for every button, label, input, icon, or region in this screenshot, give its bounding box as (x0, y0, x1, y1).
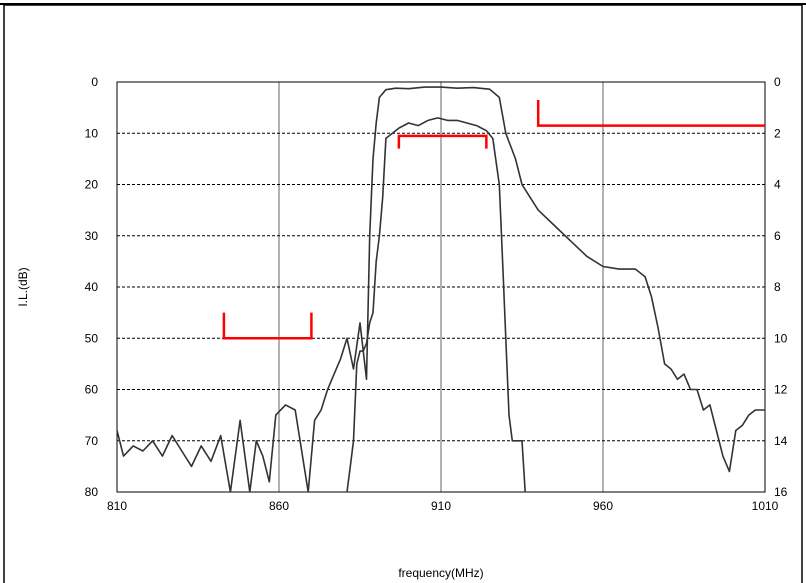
y-axis-label: I.L.(dB) (16, 267, 30, 306)
y-tick-label-right: 2 (774, 126, 781, 140)
spec-mask-layer (222, 99, 765, 340)
y-tick-label-right: 8 (774, 280, 781, 294)
figure-border (3, 4, 803, 583)
y-tick-label-right: 4 (774, 178, 781, 192)
x-axis-label: frequency(MHz) (398, 566, 483, 580)
y-tick-label-left: 40 (85, 280, 99, 294)
y-tick-label-left: 10 (85, 126, 99, 140)
y-tick-label-right: 0 (774, 75, 781, 89)
y-tick-label-right: 14 (774, 434, 788, 448)
series-layer (116, 86, 765, 493)
grid-lines (117, 82, 765, 492)
y-tick-label-right: 16 (774, 485, 788, 499)
plot-area (116, 81, 766, 493)
y-axis-left-ticks: 0 10 20 30 40 50 60 70 80 (85, 75, 99, 499)
x-tick-label: 910 (431, 499, 451, 513)
x-tick-label: 860 (269, 499, 289, 513)
spec-mask-3 (536, 99, 765, 127)
x-tick-label: 810 (107, 499, 127, 513)
spec-mask-1 (222, 312, 313, 340)
y-tick-label-right: 12 (774, 383, 788, 397)
y-tick-label-left: 70 (85, 434, 99, 448)
series-line-2 (346, 117, 526, 493)
x-axis-ticks: 810 860 910 960 1010 (107, 499, 779, 513)
y-tick-label-left: 20 (85, 178, 99, 192)
y-tick-label-left: 80 (85, 485, 99, 499)
y-axis-right-ticks: 0 2 4 6 8 10 12 14 16 (774, 75, 788, 499)
y-tick-label-left: 30 (85, 229, 99, 243)
series-line-1 (116, 86, 765, 493)
x-tick-label: 1010 (752, 499, 779, 513)
y-tick-label-left: 50 (85, 331, 99, 345)
x-tick-label: 960 (593, 499, 613, 513)
y-tick-label-left: 0 (91, 75, 98, 89)
y-tick-label-left: 60 (85, 383, 99, 397)
spec-mask-2 (397, 134, 488, 149)
y-tick-label-right: 10 (774, 331, 788, 345)
y-tick-label-right: 6 (774, 229, 781, 243)
